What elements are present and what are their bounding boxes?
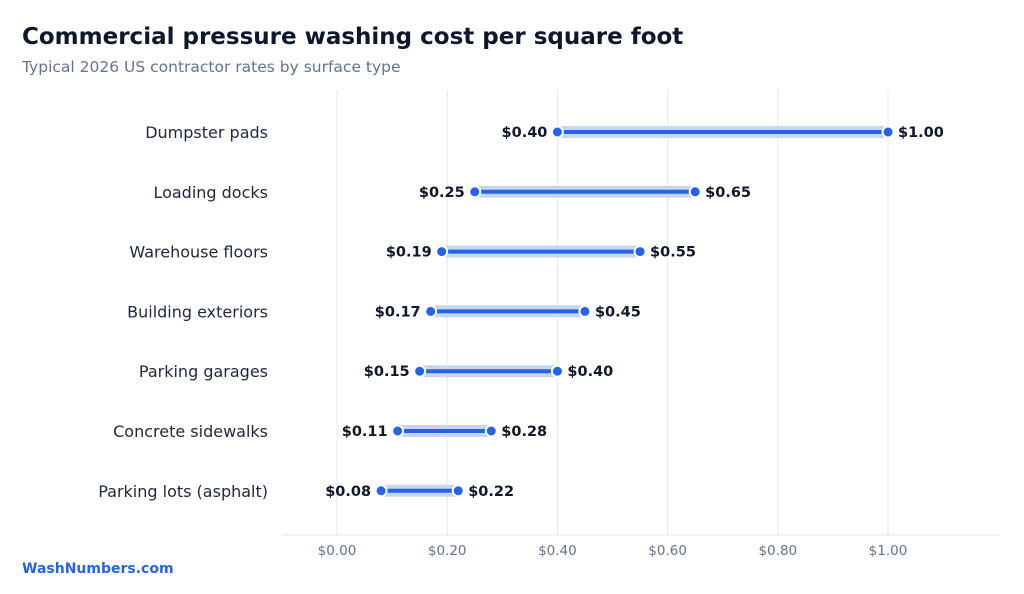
low-value-label: $0.40 xyxy=(502,125,548,141)
range-row: $0.17 $0.45 xyxy=(375,304,641,320)
chart-subtitle: Typical 2026 US contractor rates by surf… xyxy=(22,58,401,76)
low-point xyxy=(391,424,405,438)
low-value-label: $0.08 xyxy=(325,484,371,500)
range-rows: $0.40 $1.00 $0.25 $0.65 $0.19 $0.55 $0.17 $0.45… xyxy=(325,125,944,500)
high-point xyxy=(881,125,895,139)
high-point xyxy=(550,364,564,378)
low-point xyxy=(435,245,449,259)
low-value-label: $0.25 xyxy=(419,185,465,201)
high-point xyxy=(633,245,647,259)
range-row: $0.15 $0.40 xyxy=(364,364,614,380)
high-point xyxy=(578,304,592,318)
chart-title: Commercial pressure washing cost per squ… xyxy=(22,24,684,50)
category-labels: Dumpster pads Loading docks Warehouse floo… xyxy=(98,123,268,501)
range-row: $0.08 $0.22 xyxy=(325,484,514,500)
low-value-label: $0.11 xyxy=(342,424,388,440)
x-tick-label: $0.40 xyxy=(538,543,577,559)
low-value-label: $0.19 xyxy=(386,245,432,261)
category-label: Concrete sidewalks xyxy=(113,422,268,441)
high-point xyxy=(451,484,465,498)
category-label: Parking lots (asphalt) xyxy=(98,482,268,501)
x-tick-label: $0.00 xyxy=(318,543,357,559)
range-row: $0.11 $0.28 xyxy=(342,424,547,440)
low-value-label: $0.15 xyxy=(364,364,410,380)
high-value-label: $0.28 xyxy=(501,424,547,440)
x-tick-label: $0.60 xyxy=(648,543,687,559)
range-row: $0.25 $0.65 xyxy=(419,185,751,201)
high-value-label: $0.22 xyxy=(468,484,514,500)
low-point xyxy=(374,484,388,498)
low-point xyxy=(424,304,438,318)
high-point xyxy=(484,424,498,438)
range-row: $0.40 $1.00 xyxy=(502,125,944,141)
high-value-label: $0.40 xyxy=(567,364,613,380)
low-value-label: $0.17 xyxy=(375,304,421,320)
category-label: Loading docks xyxy=(153,183,268,202)
high-value-label: $0.65 xyxy=(705,185,751,201)
x-tick-label: $0.80 xyxy=(758,543,797,559)
high-value-label: $0.45 xyxy=(595,304,641,320)
high-value-label: $1.00 xyxy=(898,125,944,141)
category-label: Warehouse floors xyxy=(129,243,268,262)
x-tick-label: $1.00 xyxy=(869,543,908,559)
category-label: Dumpster pads xyxy=(145,123,268,142)
high-point xyxy=(688,185,702,199)
high-value-label: $0.55 xyxy=(650,245,696,261)
category-label: Building exteriors xyxy=(127,302,268,321)
low-point xyxy=(468,185,482,199)
low-point xyxy=(550,125,564,139)
x-tick-label: $0.20 xyxy=(428,543,467,559)
range-row: $0.19 $0.55 xyxy=(386,245,696,261)
source-credit: WashNumbers.com xyxy=(22,561,174,577)
low-point xyxy=(413,364,427,378)
category-label: Parking garages xyxy=(139,362,268,381)
x-axis-ticks: $0.00 $0.20 $0.40 $0.60 $0.80 $1.00 xyxy=(318,543,908,559)
